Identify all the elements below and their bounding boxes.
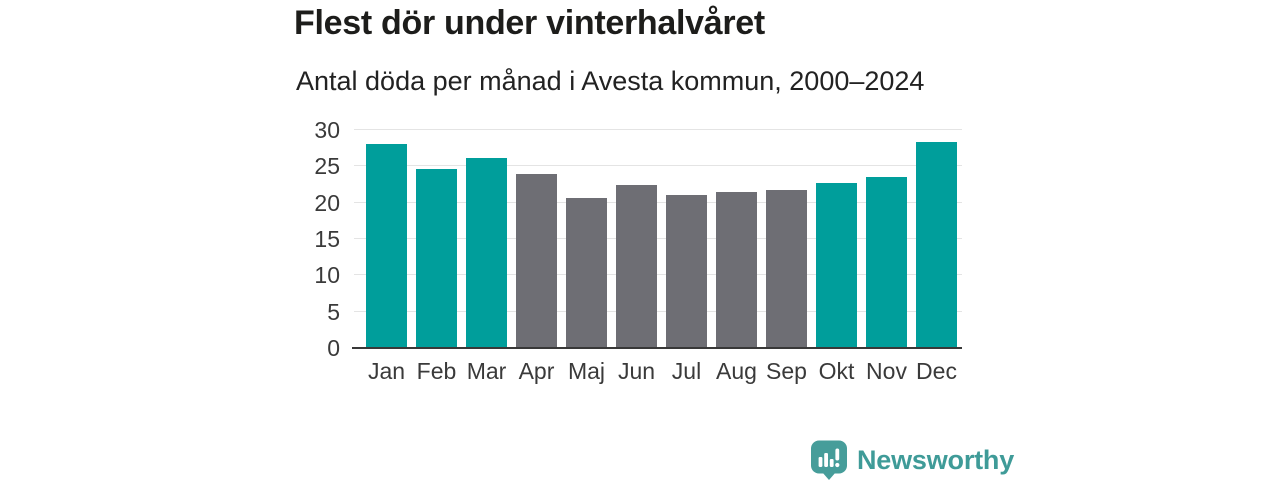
bar-aug bbox=[716, 191, 757, 348]
gridline bbox=[354, 310, 962, 312]
x-tick-label: Nov bbox=[866, 358, 907, 384]
x-tick-label: Jan bbox=[367, 358, 406, 384]
x-tick-label: Maj bbox=[567, 358, 606, 384]
x-tick-label: Aug bbox=[716, 358, 757, 384]
x-tick-label: Jun bbox=[617, 358, 656, 384]
gridline bbox=[354, 238, 962, 239]
newsworthy-logo-icon bbox=[811, 440, 847, 480]
plot-area bbox=[352, 129, 962, 349]
x-tick-label: Okt bbox=[818, 358, 855, 384]
chart-subtitle: Antal döda per månad i Avesta kommun, 20… bbox=[296, 66, 925, 96]
bar-feb bbox=[416, 168, 457, 348]
x-tick-label: Dec bbox=[916, 358, 957, 384]
bar-nov bbox=[866, 176, 907, 348]
y-tick-label: 0 bbox=[327, 335, 340, 361]
bar-dec bbox=[916, 141, 957, 348]
y-tick-label: 20 bbox=[314, 189, 340, 216]
y-tick-label: 25 bbox=[314, 153, 340, 180]
bar-jun bbox=[616, 185, 657, 348]
chart-title: Flest dör under vinterhalvåret bbox=[294, 4, 765, 42]
bar-sep bbox=[766, 190, 807, 348]
gridline bbox=[354, 129, 962, 130]
bar-apr bbox=[516, 174, 557, 348]
bar-okt bbox=[816, 183, 857, 348]
gridline bbox=[354, 201, 962, 203]
y-tick-label: 5 bbox=[327, 298, 340, 325]
gridline bbox=[354, 274, 962, 276]
bar-maj bbox=[566, 197, 607, 348]
newsworthy-brand-label: Newsworthy bbox=[857, 444, 1015, 475]
gridline bbox=[354, 165, 962, 167]
x-axis-line bbox=[352, 346, 962, 349]
x-tick-label: Mar bbox=[466, 358, 507, 384]
bar-jul bbox=[666, 194, 707, 348]
y-tick-label: 10 bbox=[314, 262, 340, 289]
newsworthy-brand: Newsworthy bbox=[810, 440, 1014, 480]
bar-jan bbox=[366, 143, 407, 348]
y-tick-label: 30 bbox=[314, 117, 340, 143]
bar-mar bbox=[466, 158, 507, 348]
x-tick-label: Feb bbox=[416, 358, 457, 384]
x-tick-label: Jul bbox=[671, 358, 702, 384]
x-tick-label: Apr bbox=[518, 358, 555, 384]
x-tick-label: Sep bbox=[766, 358, 807, 384]
y-tick-label: 15 bbox=[314, 226, 340, 252]
